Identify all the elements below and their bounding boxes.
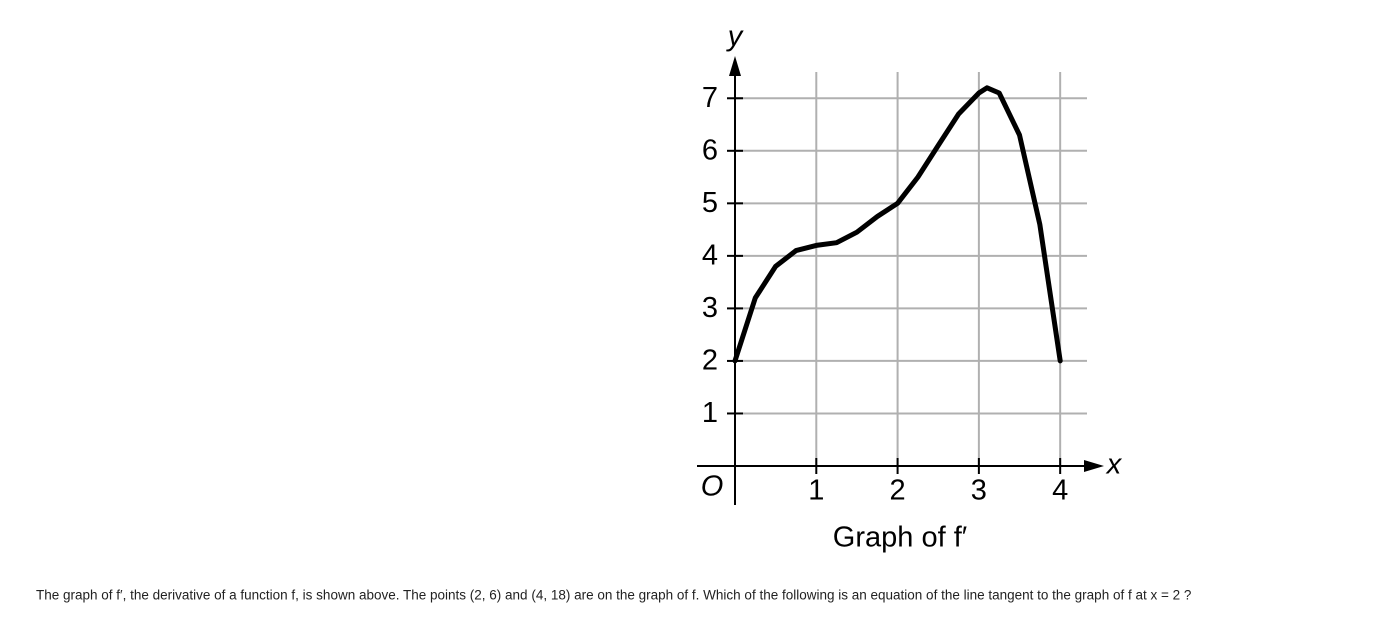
y-tick-label: 5 (702, 187, 718, 219)
y-tick-label: 7 (702, 82, 718, 114)
x-tick-label: 4 (1052, 475, 1068, 507)
x-tick-label: 1 (808, 475, 824, 507)
y-tick-label: 6 (702, 134, 718, 166)
y-tick-label: 1 (702, 397, 718, 429)
x-tick-label: 3 (971, 475, 987, 507)
data-line (732, 85, 1063, 364)
question-text: The graph of f′, the derivative of a fun… (36, 588, 1191, 603)
origin-label: O (701, 471, 724, 503)
y-tick-label: 2 (702, 345, 718, 377)
x-axis-arrow (1084, 460, 1104, 472)
y-tick-label: 3 (702, 292, 718, 324)
x-tick-label: 2 (890, 475, 906, 507)
y-axis-label: y (726, 21, 744, 53)
y-tick-label: 4 (702, 240, 718, 272)
y-axis-arrow (729, 56, 741, 76)
chart-caption: Graph of f′ (833, 522, 967, 554)
x-axis-label: x (1105, 449, 1123, 481)
